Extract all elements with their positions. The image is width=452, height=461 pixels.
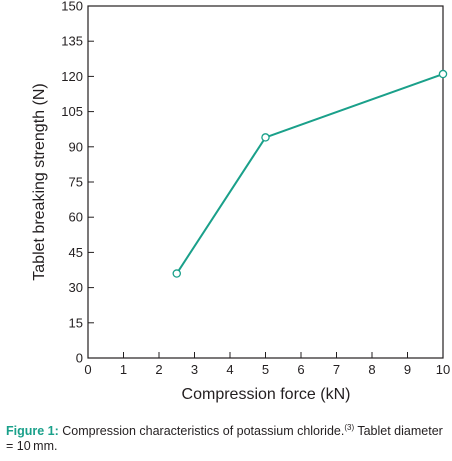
y-tick-label-15: 15 <box>69 315 83 330</box>
x-tick-label-0: 0 <box>84 362 91 377</box>
x-tick-label-4: 4 <box>226 362 233 377</box>
y-tick-label-150: 150 <box>61 0 83 14</box>
x-tick-label-10: 10 <box>436 362 450 377</box>
data-point-0 <box>172 269 181 278</box>
x-tick-label-3: 3 <box>191 362 198 377</box>
data-point-1 <box>261 133 270 142</box>
caption-label: Figure 1: <box>6 424 59 438</box>
y-tick-label-120: 120 <box>61 69 83 84</box>
x-axis-ticks: 0 1 2 3 4 5 6 7 8 9 10 <box>84 352 450 377</box>
caption-text-2: Tablet diameter = 10 mm. <box>6 424 443 453</box>
y-tick-label-30: 30 <box>69 280 83 295</box>
x-tick-label-9: 9 <box>404 362 411 377</box>
x-tick-label-6: 6 <box>297 362 304 377</box>
x-tick-label-5: 5 <box>262 362 269 377</box>
y-tick-label-45: 45 <box>69 245 83 260</box>
caption-reference: (3) <box>344 423 355 432</box>
x-tick-label-1: 1 <box>120 362 127 377</box>
y-tick-label-60: 60 <box>69 210 83 225</box>
series-group <box>172 69 448 278</box>
y-axis-ticks: 0 15 30 45 60 75 90 105 120 135 150 <box>61 0 94 366</box>
x-tick-label-7: 7 <box>333 362 340 377</box>
y-tick-label-90: 90 <box>69 139 83 154</box>
x-tick-label-2: 2 <box>155 362 162 377</box>
y-tick-label-135: 135 <box>61 34 83 49</box>
y-tick-label-0: 0 <box>76 351 83 366</box>
caption-text: Compression characteristics of potassium… <box>58 424 345 438</box>
y-tick-label-105: 105 <box>61 104 83 119</box>
figure-caption: Figure 1: Compression characteristics of… <box>6 424 450 454</box>
x-axis-title: Compression force (kN) <box>182 386 351 403</box>
plot-frame <box>87 5 444 359</box>
series-line-0 <box>175 73 444 275</box>
x-tick-label-8: 8 <box>368 362 375 377</box>
y-tick-label-75: 75 <box>69 175 83 190</box>
data-point-2 <box>438 69 448 79</box>
y-axis-title: Tablet breaking strength (N) <box>31 83 48 280</box>
